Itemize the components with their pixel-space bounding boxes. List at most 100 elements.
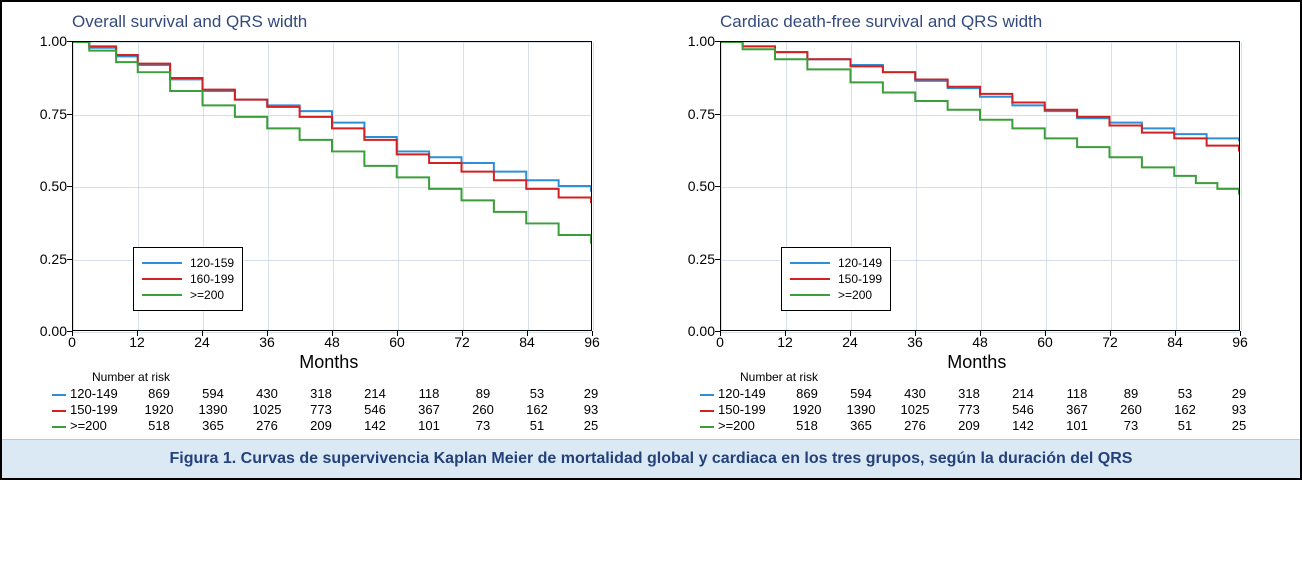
xtick-mark	[332, 331, 333, 336]
ytick-label: 0.75	[688, 106, 715, 122]
xtick-label: 60	[1037, 334, 1053, 350]
risk-row-label: 150-199	[718, 402, 780, 417]
plot-inner: 120-159160-199>=200	[72, 41, 592, 331]
risk-cell: 89	[456, 386, 510, 401]
xtick-mark	[850, 331, 851, 336]
ytick-label: 0.00	[688, 323, 715, 339]
risk-cell: 25	[564, 418, 618, 433]
gridline-v	[593, 42, 594, 330]
legend-swatch	[790, 278, 830, 280]
ytick-mark	[715, 186, 720, 187]
xtick-label: 0	[68, 334, 76, 350]
risk-cell: 93	[564, 402, 618, 417]
ytick-label: 1.00	[40, 33, 67, 49]
ytick-label: 0.25	[40, 251, 67, 267]
risk-cell: 594	[834, 386, 888, 401]
xtick-label: 96	[1232, 334, 1248, 350]
risk-cell: 869	[132, 386, 186, 401]
ytick-mark	[67, 114, 72, 115]
risk-cell: 430	[240, 386, 294, 401]
ytick-label: 0.50	[40, 178, 67, 194]
xtick-mark	[72, 331, 73, 336]
ytick-mark	[715, 114, 720, 115]
risk-cell: 518	[132, 418, 186, 433]
risk-cell: 518	[780, 418, 834, 433]
legend: 120-149150-199>=200	[781, 247, 891, 311]
risk-cell: 1390	[186, 402, 240, 417]
xtick-label: 36	[259, 334, 275, 350]
ytick-label: 0.75	[40, 106, 67, 122]
xtick-label: 24	[842, 334, 858, 350]
risk-cell: 101	[1050, 418, 1104, 433]
gridline-v	[1241, 42, 1242, 330]
xtick-mark	[980, 331, 981, 336]
risk-cell: 142	[996, 418, 1050, 433]
chart-title: Overall survival and QRS width	[72, 12, 632, 32]
figure-caption: Figura 1. Curvas de supervivencia Kaplan…	[2, 439, 1300, 478]
risk-cell: 73	[1104, 418, 1158, 433]
ytick-label: 1.00	[688, 33, 715, 49]
number-at-risk: Number at risk120-1498695944303182141188…	[700, 370, 1280, 433]
risk-row-label: 120-149	[718, 386, 780, 401]
risk-swatch	[700, 426, 714, 428]
risk-swatch	[700, 410, 714, 412]
xtick-label: 0	[716, 334, 724, 350]
risk-swatch	[52, 394, 66, 396]
risk-swatch	[52, 410, 66, 412]
risk-cell: 365	[186, 418, 240, 433]
plot-inner: 120-149150-199>=200	[720, 41, 1240, 331]
legend-label: 160-199	[190, 272, 234, 286]
legend-label: 150-199	[838, 272, 882, 286]
legend-label: 120-149	[838, 256, 882, 270]
ytick-mark	[67, 186, 72, 187]
xtick-label: 96	[584, 334, 600, 350]
x-axis-label: Months	[947, 352, 1006, 373]
risk-cell: 367	[402, 402, 456, 417]
ytick-mark	[67, 41, 72, 42]
risk-cell: 142	[348, 418, 402, 433]
panels-row: Overall survival and QRS width120-159160…	[2, 2, 1300, 439]
xtick-label: 84	[1167, 334, 1183, 350]
plot-area: 120-159160-199>=2000.000.250.500.751.000…	[22, 36, 612, 366]
risk-cell: 53	[1158, 386, 1212, 401]
risk-cell: 73	[456, 418, 510, 433]
risk-cell: 29	[564, 386, 618, 401]
risk-cell: 594	[186, 386, 240, 401]
xtick-label: 12	[777, 334, 793, 350]
plot-area: 120-149150-199>=2000.000.250.500.751.000…	[670, 36, 1260, 366]
risk-cell: 318	[942, 386, 996, 401]
legend-swatch	[790, 262, 830, 264]
xtick-label: 60	[389, 334, 405, 350]
risk-swatch	[700, 394, 714, 396]
xtick-mark	[527, 331, 528, 336]
km-curve	[73, 42, 591, 203]
xtick-label: 72	[454, 334, 470, 350]
risk-cell: 214	[348, 386, 402, 401]
xtick-mark	[1045, 331, 1046, 336]
risk-cell: 51	[510, 418, 564, 433]
legend: 120-159160-199>=200	[133, 247, 243, 311]
risk-cell: 162	[510, 402, 564, 417]
risk-cell: 29	[1212, 386, 1266, 401]
xtick-mark	[592, 331, 593, 336]
xtick-label: 48	[972, 334, 988, 350]
legend-item: >=200	[142, 288, 234, 302]
legend-label: >=200	[190, 288, 224, 302]
risk-cell: 101	[402, 418, 456, 433]
risk-cell: 209	[294, 418, 348, 433]
km-curve	[721, 42, 1239, 195]
xtick-mark	[785, 331, 786, 336]
risk-cell: 546	[348, 402, 402, 417]
km-curve	[73, 42, 591, 244]
risk-cell: 260	[1104, 402, 1158, 417]
risk-title: Number at risk	[740, 370, 1280, 384]
x-axis-label: Months	[299, 352, 358, 373]
ytick-mark	[715, 259, 720, 260]
xtick-label: 72	[1102, 334, 1118, 350]
risk-cell: 367	[1050, 402, 1104, 417]
xtick-mark	[202, 331, 203, 336]
risk-cell: 1390	[834, 402, 888, 417]
risk-cell: 276	[888, 418, 942, 433]
risk-cell: 1025	[240, 402, 294, 417]
xtick-mark	[137, 331, 138, 336]
